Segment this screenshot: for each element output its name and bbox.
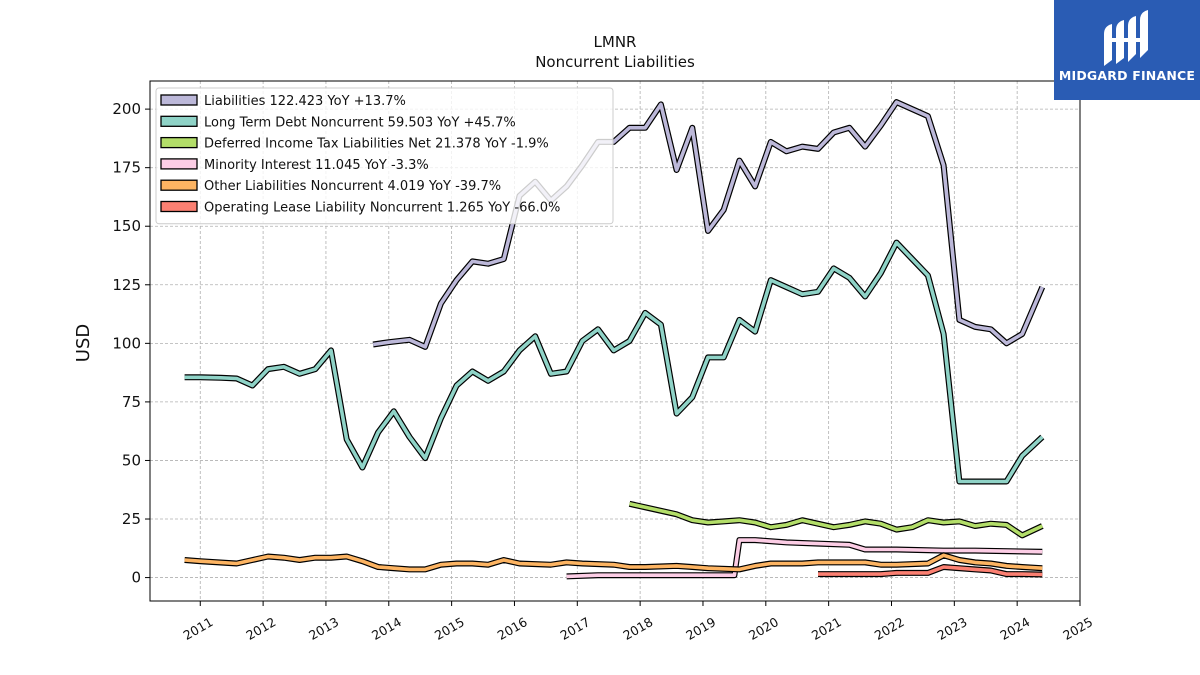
- x-tick-label: 2022: [872, 614, 907, 643]
- y-tick-label: 75: [122, 393, 141, 411]
- brand-mark-icon: [1104, 10, 1148, 66]
- legend-item: Minority Interest 11.045 YoY -3.3%: [160, 158, 429, 173]
- series-line: [184, 240, 1044, 484]
- legend-label: Operating Lease Liability Noncurrent 1.2…: [204, 201, 560, 216]
- x-tick-label: 2011: [180, 614, 215, 643]
- legend-label: Long Term Debt Noncurrent 59.503 YoY +45…: [204, 115, 516, 130]
- series-line: [184, 553, 1043, 572]
- y-tick-label: 50: [122, 451, 141, 469]
- x-tick-label: 2014: [369, 614, 404, 643]
- series-line: [566, 538, 1043, 579]
- legend-box: [155, 87, 614, 225]
- legend-swatch: [160, 94, 198, 106]
- brand-name: MIDGARD FINANCE: [1058, 68, 1196, 83]
- legend: Liabilities 122.423 YoY +13.7% Long Term …: [155, 87, 614, 225]
- legend-label: Liabilities 122.423 YoY +13.7%: [204, 94, 406, 109]
- x-tick-label: 2025: [1060, 614, 1095, 643]
- y-tick-label: 25: [122, 510, 141, 528]
- chart-subtitle: Noncurrent Liabilities: [535, 53, 695, 71]
- legend-swatch: [160, 179, 198, 191]
- series-lines: [184, 99, 1046, 580]
- x-tick-label: 2015: [432, 614, 467, 643]
- x-tick-label: 2020: [746, 614, 781, 643]
- legend-item: Liabilities 122.423 YoY +13.7%: [160, 94, 406, 109]
- chart-title: LMNR: [594, 33, 637, 51]
- legend-swatch: [160, 200, 198, 213]
- series-line: [372, 100, 1044, 349]
- legend-label: Deferred Income Tax Liabilities Net 21.3…: [204, 137, 549, 152]
- legend-item: Deferred Income Tax Liabilities Net 21.3…: [160, 136, 549, 152]
- series-line-outline: [184, 239, 1045, 485]
- series-line: [629, 502, 1044, 538]
- x-tick-label: 2024: [997, 614, 1032, 643]
- legend-label: Other Liabilities Noncurrent 4.019 YoY -…: [204, 179, 501, 194]
- series-4: [184, 552, 1043, 573]
- series-1: [184, 239, 1045, 485]
- y-tick-label: 200: [112, 100, 141, 118]
- y-axis-label: USD: [73, 324, 94, 362]
- brand-logo: MIDGARD FINANCE: [1054, 0, 1200, 100]
- x-tick-label: 2016: [495, 614, 530, 643]
- legend-swatch: [160, 136, 198, 149]
- series-2: [628, 500, 1044, 539]
- legend-label: Minority Interest 11.045 YoY -3.3%: [204, 158, 429, 173]
- y-tick-label: 125: [112, 276, 141, 294]
- x-tick-label: 2017: [558, 614, 593, 643]
- x-tick-label: 2018: [620, 614, 655, 643]
- x-tick-label: 2021: [809, 614, 844, 643]
- legend-swatch: [160, 158, 198, 170]
- y-tick-label: 100: [112, 334, 141, 352]
- legend-swatch: [160, 115, 198, 127]
- y-tick-label: 175: [112, 159, 141, 177]
- legend-item: Long Term Debt Noncurrent 59.503 YoY +45…: [160, 115, 516, 130]
- legend-item: Operating Lease Liability Noncurrent 1.2…: [160, 200, 560, 216]
- series-5: [818, 564, 1043, 578]
- series-3: [566, 537, 1043, 580]
- x-tick-label: 2012: [243, 614, 278, 643]
- series-0: [372, 99, 1046, 350]
- y-tick-label: 150: [112, 217, 141, 235]
- series-line: [818, 565, 1043, 577]
- x-tick-label: 2019: [683, 614, 718, 643]
- y-tick-label: 0: [131, 569, 141, 587]
- x-tick-label: 2013: [306, 614, 341, 643]
- legend-item: Other Liabilities Noncurrent 4.019 YoY -…: [160, 179, 501, 194]
- plot-frame: [149, 80, 1081, 602]
- x-tick-label: 2023: [935, 614, 970, 643]
